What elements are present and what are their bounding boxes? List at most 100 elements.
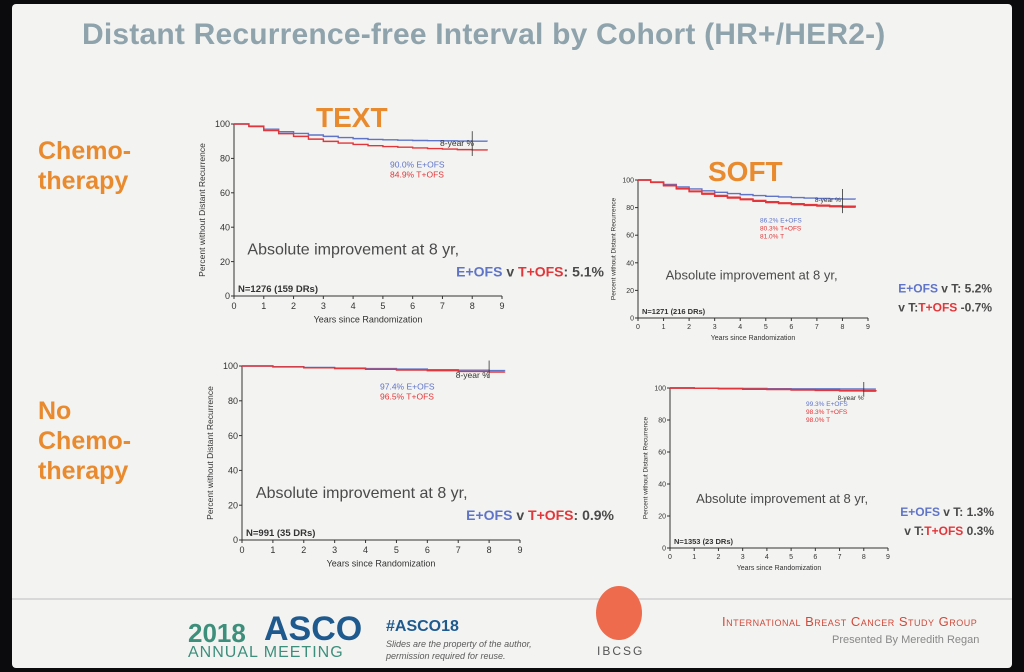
x-axis-title: Years since Randomization — [711, 335, 796, 342]
comparison-value: 1.3% — [963, 505, 994, 519]
comparison-arm-b: T+OFS — [518, 264, 564, 280]
x-tick-label: 0 — [636, 324, 640, 331]
comparison-line: E+OFS v T+OFS: 0.9% — [466, 507, 614, 523]
y-tick-label: 20 — [626, 288, 634, 295]
x-tick-label: 2 — [291, 301, 296, 311]
x-tick-label: 3 — [741, 554, 745, 561]
x-tick-label: 5 — [764, 324, 768, 331]
comparison-line: E+OFS v T+OFS: 5.1% — [456, 264, 604, 280]
endpoint-label: 86.2% E+OFS — [760, 218, 802, 225]
y-axis-title: Percent without Distant Recurrence — [611, 197, 618, 300]
y-tick-label: 80 — [228, 396, 238, 406]
endpoint-label: 84.9% T+OFS — [390, 169, 444, 179]
footer-divider — [12, 598, 1012, 600]
improvement-text: Absolute improvement at 8 yr, — [247, 242, 459, 259]
km-curve-t-ofs — [234, 123, 488, 151]
x-tick-label: 0 — [668, 554, 672, 561]
comparison-arm-a: E+OFS — [456, 264, 502, 280]
y-tick-label: 40 — [658, 481, 666, 488]
footer-note: Slides are the property of the author, p… — [386, 639, 532, 661]
footer-year: 2018 — [188, 618, 246, 648]
comparison-arm-a: E+OFS — [466, 507, 512, 523]
y-tick-label: 0 — [662, 545, 666, 552]
row-label-line: therapy — [38, 457, 129, 485]
y-tick-label: 100 — [654, 385, 666, 392]
x-tick-label: 7 — [440, 301, 445, 311]
endpoint-label: 97.4% E+OFS — [380, 382, 435, 392]
y-tick-label: 100 — [622, 177, 634, 184]
improvement-text: Absolute improvement at 8 yr, — [666, 267, 838, 282]
y-tick-label: 0 — [233, 535, 238, 545]
x-axis-title: Years since Randomization — [737, 565, 822, 572]
km-chart-soft-chemo: 0 20 40 60 80 100 0 1 2 3 4 5 6 7 8 9 Years since Random… — [611, 177, 993, 342]
x-tick-label: 9 — [866, 324, 870, 331]
x-tick-label: 8 — [840, 324, 844, 331]
slide-title: Distant Recurrence-free Interval by Coho… — [82, 18, 886, 51]
x-tick-label: 4 — [765, 554, 769, 561]
x-tick-label: 6 — [425, 545, 430, 555]
x-tick-label: 2 — [716, 554, 720, 561]
row-label-line: therapy — [38, 167, 129, 195]
comparison-vs: v T: — [938, 281, 961, 295]
x-tick-label: 0 — [231, 301, 236, 311]
footer-meeting: ANNUAL MEETING — [188, 644, 344, 661]
y-tick-label: 20 — [658, 513, 666, 520]
x-tick-label: 7 — [456, 545, 461, 555]
y-tick-label: 40 — [626, 260, 634, 267]
x-tick-label: 5 — [789, 554, 793, 561]
y-tick-label: 40 — [228, 466, 238, 476]
eight-year-label: 8-year % — [440, 138, 474, 148]
asco-logo: ASCO — [264, 610, 363, 648]
row-label-chemo: Chemo- therapy — [38, 136, 131, 196]
comparison-arm-b: T+OFS — [918, 300, 957, 314]
x-tick-label: 6 — [789, 324, 793, 331]
y-tick-label: 60 — [658, 449, 666, 456]
y-tick-label: 0 — [630, 315, 634, 322]
row-label-nochemo: No Chemo- therapy — [38, 396, 131, 486]
n-label: N=1353 (23 DRs) — [674, 537, 733, 546]
ibcsg-logo-icon — [596, 586, 642, 640]
cohort-label-soft: SOFT — [708, 156, 783, 187]
n-label: N=1276 (159 DRs) — [238, 284, 318, 295]
x-tick-label: 1 — [692, 554, 696, 561]
x-tick-label: 1 — [270, 545, 275, 555]
x-tick-label: 3 — [332, 545, 337, 555]
x-tick-label: 5 — [394, 545, 399, 555]
improvement-text: Absolute improvement at 8 yr, — [696, 491, 868, 506]
x-tick-label: 7 — [838, 554, 842, 561]
x-tick-label: 3 — [713, 324, 717, 331]
x-tick-label: 2 — [301, 545, 306, 555]
row-label-line: Chemo- — [38, 427, 132, 455]
cohort-label-text: TEXT — [316, 102, 388, 133]
x-tick-label: 5 — [380, 301, 385, 311]
y-tick-label: 80 — [220, 154, 230, 164]
comparison-line: v T:T+OFS 0.3% — [904, 524, 994, 538]
comparison-vs: v T: — [940, 505, 963, 519]
footer-group: International Breast Cancer Study Group — [722, 614, 978, 629]
comparison-arm-b: T+OFS — [924, 524, 963, 538]
y-tick-label: 80 — [658, 417, 666, 424]
endpoint-label: 80.3% T+OFS — [760, 226, 802, 233]
y-axis-title: Percent without Distant Recurrence — [197, 143, 207, 277]
x-tick-label: 2 — [687, 324, 691, 331]
y-tick-label: 60 — [228, 431, 238, 441]
slide: Distant Recurrence-free Interval by Coho… — [12, 4, 1012, 668]
x-tick-label: 6 — [813, 554, 817, 561]
x-axis-title: Years since Randomization — [327, 559, 436, 569]
footer-hashtag: #ASCO18 — [386, 618, 459, 635]
row-label-line: Chemo- — [38, 137, 132, 165]
y-tick-label: 20 — [220, 257, 230, 267]
comparison-value: -0.7% — [957, 300, 992, 314]
x-tick-label: 4 — [738, 324, 742, 331]
km-curve-t — [638, 179, 856, 207]
x-tick-label: 0 — [239, 545, 244, 555]
x-tick-label: 4 — [363, 545, 368, 555]
y-tick-label: 60 — [220, 188, 230, 198]
eight-year-label: 8-year % — [838, 395, 864, 402]
eight-year-label: 8-year % — [815, 197, 841, 204]
km-chart-text-nochemo: 0 20 40 60 80 100 0 1 2 3 4 5 6 7 8 9 Years since Random… — [205, 360, 615, 569]
comparison-vs: v — [502, 264, 518, 280]
km-chart-text-chemo: 0 20 40 60 80 100 0 1 2 3 4 5 6 7 8 9 Years since Random… — [197, 119, 604, 325]
comparison-arm-a: E+OFS — [900, 505, 940, 519]
comparison-value: : 5.1% — [564, 264, 605, 280]
